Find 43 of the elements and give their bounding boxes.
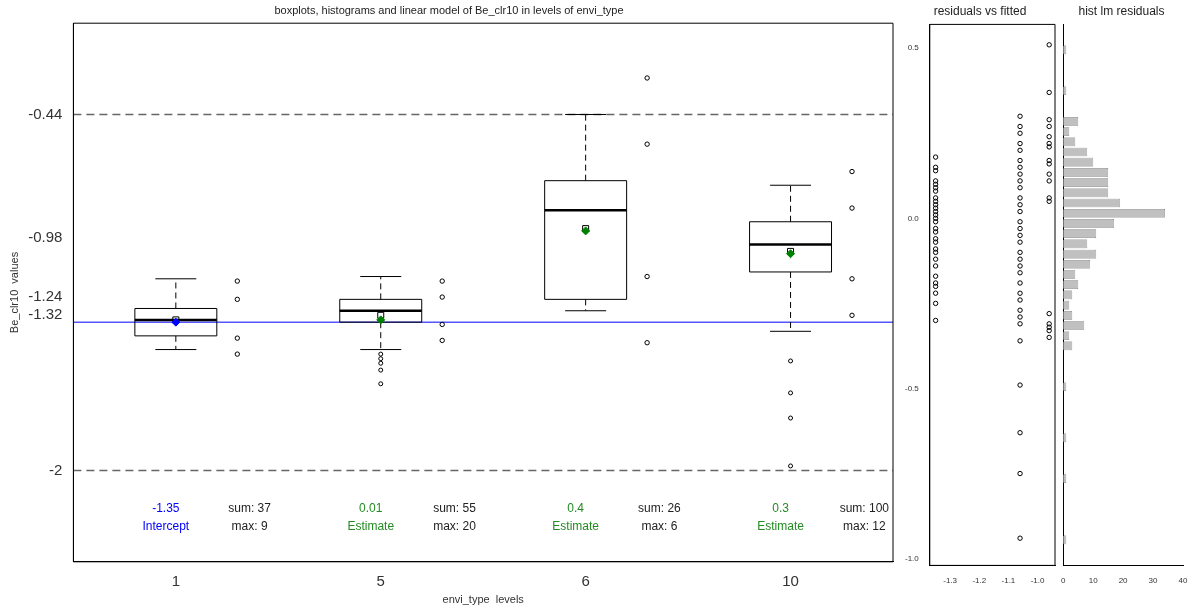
y-tick-label: -2 bbox=[49, 460, 63, 478]
x-tick-label: 5 bbox=[376, 571, 385, 589]
y-tick-label: -1.32 bbox=[28, 305, 63, 323]
x-tick-label: 40 bbox=[1178, 576, 1188, 586]
annotation: Intercept bbox=[142, 518, 190, 533]
annotation: 0.4 bbox=[567, 500, 585, 515]
x-tick-label: 1 bbox=[171, 571, 181, 589]
annotation: 0.3 bbox=[772, 500, 790, 515]
chart-title: boxplots, histograms and linear model of Be_clr10 in levels of envi_type bbox=[274, 3, 624, 16]
y-tick-label: -0.44 bbox=[28, 104, 63, 122]
annotation: sum: 37 bbox=[228, 500, 272, 515]
annotation: 0.01 bbox=[359, 500, 383, 515]
x-tick-label: 10 bbox=[782, 571, 799, 589]
annotation: Estimate bbox=[552, 518, 600, 533]
annotation: sum: 55 bbox=[433, 500, 477, 515]
chart-title: hist lm residuals bbox=[1078, 3, 1165, 18]
annotation: max: 9 bbox=[231, 518, 268, 533]
annotation: sum: 100 bbox=[839, 500, 890, 515]
x-tick-label: -1.3 bbox=[943, 576, 958, 586]
y-tick-label: -0.5 bbox=[904, 383, 920, 393]
annotation: max: 12 bbox=[842, 518, 886, 533]
x-tick-label: 10 bbox=[1088, 576, 1099, 586]
y-tick-label: 0.0 bbox=[907, 213, 920, 223]
annotation: max: 20 bbox=[433, 518, 477, 533]
y-tick-label: -0.98 bbox=[28, 227, 63, 245]
y-tick-label: -1.24 bbox=[28, 287, 63, 305]
y-tick-label: -1.0 bbox=[904, 553, 920, 563]
annotation: Estimate bbox=[757, 518, 805, 533]
x-tick-label: 0 bbox=[1061, 576, 1066, 586]
y-axis-title: Be_clr10 values bbox=[7, 251, 20, 334]
annotation: Estimate bbox=[347, 518, 395, 533]
x-axis-title: envi_type levels bbox=[442, 593, 525, 606]
x-tick-label: 6 bbox=[581, 571, 590, 589]
annotation: -1.35 bbox=[152, 500, 180, 515]
annotation: max: 6 bbox=[641, 518, 678, 533]
y-tick-label: 0.5 bbox=[907, 43, 920, 53]
chart-title: residuals vs fitted bbox=[933, 3, 1027, 18]
x-tick-label: -1.1 bbox=[1001, 576, 1016, 586]
annotation: sum: 26 bbox=[638, 500, 682, 515]
x-tick-label: 30 bbox=[1148, 576, 1159, 586]
x-tick-label: -1.0 bbox=[1030, 576, 1045, 586]
x-tick-label: 20 bbox=[1118, 576, 1129, 586]
x-tick-label: -1.2 bbox=[972, 576, 987, 586]
